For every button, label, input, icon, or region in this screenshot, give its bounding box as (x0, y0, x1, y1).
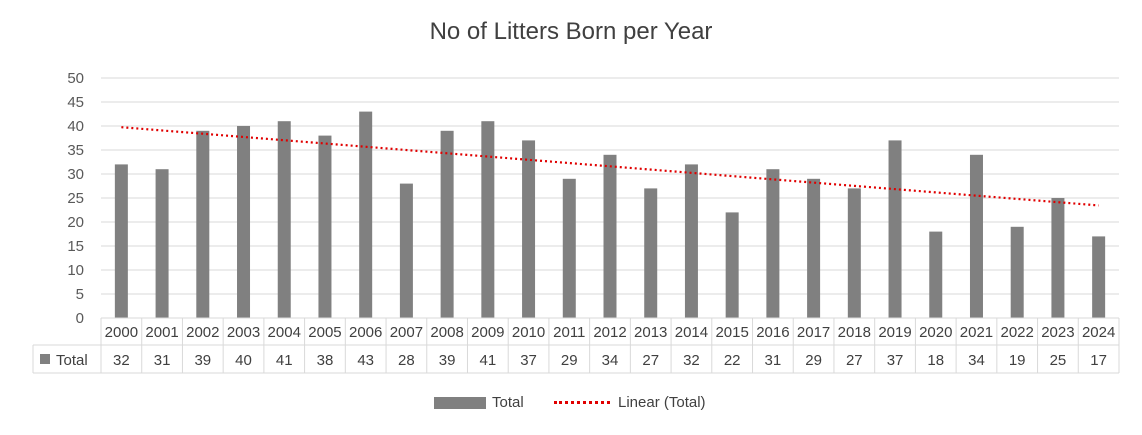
bar (725, 212, 739, 318)
y-tick-label: 35 (67, 142, 84, 159)
table-value: 41 (479, 352, 496, 369)
x-tick-label: 2019 (878, 324, 911, 341)
bar (1092, 236, 1106, 318)
x-tick-label: 2021 (960, 324, 993, 341)
table-value: 34 (968, 352, 985, 369)
y-tick-label: 30 (67, 166, 84, 183)
y-tick-label: 50 (67, 70, 84, 87)
x-tick-label: 2020 (919, 324, 952, 341)
x-tick-label: 2000 (105, 324, 138, 341)
bar (155, 169, 169, 318)
table-value: 17 (1090, 352, 1107, 369)
x-tick-label: 2004 (268, 324, 301, 341)
bar (684, 164, 698, 318)
table-value: 31 (765, 352, 782, 369)
table-value: 27 (846, 352, 863, 369)
table-value: 18 (927, 352, 944, 369)
trendline (121, 126, 1099, 207)
bar (318, 135, 332, 318)
bar (969, 154, 983, 318)
bar (522, 140, 536, 318)
bar (1051, 198, 1065, 318)
x-tick-label: 2012 (593, 324, 626, 341)
x-tick-label: 2007 (390, 324, 423, 341)
y-tick-label: 20 (67, 214, 84, 231)
x-tick-label: 2010 (512, 324, 545, 341)
legend-total-label: Total (492, 394, 524, 411)
table-value: 28 (398, 352, 415, 369)
table-value: 34 (602, 352, 619, 369)
y-tick-label: 25 (67, 190, 84, 207)
bar (1010, 226, 1024, 318)
bar (359, 111, 373, 318)
x-tick-label: 2003 (227, 324, 260, 341)
table-value: 39 (439, 352, 456, 369)
bar (440, 130, 454, 318)
table-value: 38 (317, 352, 334, 369)
bar (766, 169, 780, 318)
legend-bar-swatch (434, 396, 486, 409)
y-tick-label: 15 (67, 238, 84, 255)
bar (644, 188, 658, 318)
table-value: 27 (642, 352, 659, 369)
bar (562, 178, 576, 318)
table-value: 41 (276, 352, 293, 369)
y-tick-label: 10 (67, 262, 84, 279)
x-tick-label: 2006 (349, 324, 382, 341)
table-value: 29 (805, 352, 822, 369)
bar (277, 121, 291, 318)
x-tick-label: 2014 (675, 324, 708, 341)
table-value: 40 (235, 352, 252, 369)
bar (237, 126, 251, 318)
table-value: 32 (113, 352, 130, 369)
x-tick-label: 2002 (186, 324, 219, 341)
chart-title: No of Litters Born per Year (429, 18, 713, 45)
x-tick-label: 2018 (838, 324, 871, 341)
legend-trendline: Linear (Total) (554, 394, 706, 411)
table-value: 22 (724, 352, 741, 369)
table-value: 39 (194, 352, 211, 369)
bar (807, 178, 821, 318)
table-value: 31 (154, 352, 171, 369)
x-tick-label: 2017 (797, 324, 830, 341)
bar (114, 164, 128, 318)
table-value: 29 (561, 352, 578, 369)
bar (196, 130, 210, 318)
bar (847, 188, 861, 318)
x-tick-label: 2009 (471, 324, 504, 341)
x-tick-label: 2023 (1041, 324, 1074, 341)
x-tick-label: 2022 (1001, 324, 1034, 341)
table-series-label: Total (56, 352, 88, 369)
table-value: 37 (520, 352, 537, 369)
table-value: 19 (1009, 352, 1026, 369)
bar (399, 183, 413, 318)
x-tick-label: 2001 (145, 324, 178, 341)
x-tick-label: 2005 (308, 324, 341, 341)
legend-trend-swatch (554, 401, 610, 404)
y-tick-label: 40 (67, 118, 84, 135)
x-tick-label: 2008 (430, 324, 463, 341)
x-tick-label: 2015 (715, 324, 748, 341)
legend-total: Total (434, 394, 524, 411)
table-value: 43 (357, 352, 374, 369)
table-value: 32 (683, 352, 700, 369)
bar (603, 154, 617, 318)
x-tick-label: 2024 (1082, 324, 1115, 341)
table-value: 37 (887, 352, 904, 369)
y-tick-label: 5 (76, 286, 84, 303)
x-tick-label: 2016 (756, 324, 789, 341)
legend-trendline-label: Linear (Total) (618, 394, 706, 411)
table-value: 25 (1050, 352, 1067, 369)
y-tick-label: 0 (76, 310, 84, 327)
x-tick-label: 2013 (634, 324, 667, 341)
table-series-swatch (40, 354, 50, 364)
x-tick-label: 2011 (553, 324, 585, 341)
bar (929, 231, 943, 318)
bar (888, 140, 902, 318)
y-tick-label: 45 (67, 94, 84, 111)
bar (481, 121, 495, 318)
